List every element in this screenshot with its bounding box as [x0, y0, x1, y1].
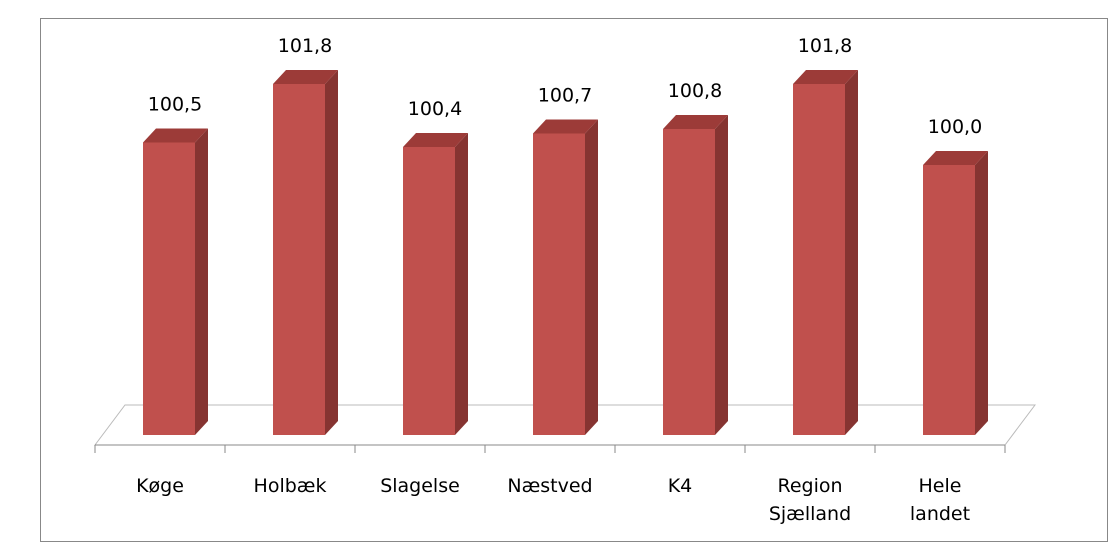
bar-face [845, 70, 858, 435]
bar [533, 119, 598, 435]
x-tick-label: Hele landet [909, 475, 971, 525]
x-tick-label: Næstved [507, 475, 593, 497]
value-label: 100,0 [928, 116, 982, 138]
bar [663, 115, 728, 435]
bar-face [715, 115, 728, 435]
bar-face [793, 84, 845, 435]
x-tick-label: Slagelse [380, 475, 460, 497]
value-label: 101,8 [798, 35, 852, 57]
bar-face [195, 128, 208, 435]
bar-face [533, 119, 598, 134]
bar-face [793, 70, 858, 84]
x-tick-label: Region Sjælland [768, 475, 852, 525]
bar-face [403, 147, 455, 435]
bar-face [273, 84, 325, 435]
bar-face [663, 129, 715, 435]
bar [793, 70, 858, 435]
bar [273, 70, 338, 435]
x-tick-label: K4 [667, 475, 693, 497]
value-label: 100,4 [408, 98, 462, 120]
bar-face [143, 142, 195, 435]
value-label: 100,7 [538, 85, 592, 107]
value-label: 100,8 [668, 80, 722, 102]
bar-face [273, 70, 338, 84]
bar-face [663, 115, 728, 129]
x-tick-label: Holbæk [253, 475, 327, 497]
value-label: 101,8 [278, 35, 332, 57]
chart-frame [40, 18, 1108, 542]
bar-face [923, 151, 988, 165]
bar-face [403, 133, 468, 147]
bar-face [923, 165, 975, 435]
bar-face [455, 133, 468, 435]
bar-face [975, 151, 988, 435]
bar [143, 128, 208, 435]
bar-face [533, 133, 585, 435]
value-label: 100,5 [148, 94, 202, 116]
bar-face [585, 119, 598, 435]
bar [403, 133, 468, 435]
x-tick-label: Køge [136, 475, 184, 497]
bar [923, 151, 988, 435]
bar-face [325, 70, 338, 435]
bar-face [143, 128, 208, 143]
